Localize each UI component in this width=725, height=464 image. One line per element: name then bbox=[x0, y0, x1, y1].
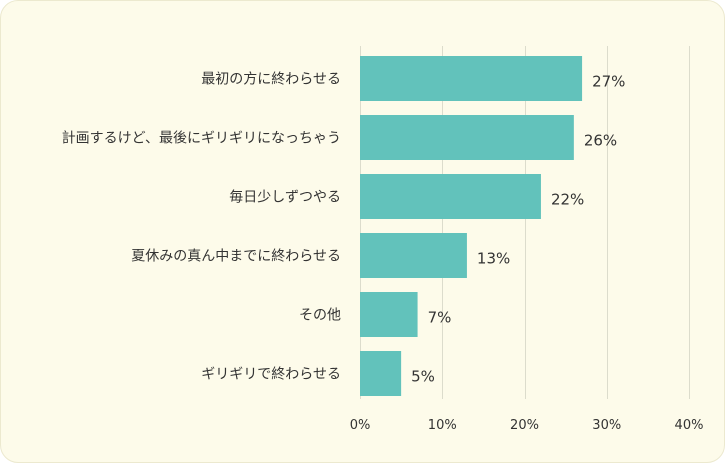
bars bbox=[360, 56, 583, 396]
bar bbox=[360, 174, 541, 219]
bar bbox=[360, 292, 418, 337]
bar bbox=[360, 56, 583, 101]
x-tick-label: 30% bbox=[592, 418, 621, 433]
category-label: ギリギリで終わらせる bbox=[201, 367, 341, 383]
category-label: その他 bbox=[299, 308, 341, 324]
category-label: 最初の方に終わらせる bbox=[201, 71, 341, 88]
category-label: 毎日少しずつやる bbox=[229, 190, 341, 206]
data-label: 13% bbox=[477, 250, 510, 268]
x-tick-label: 0% bbox=[350, 418, 371, 433]
bar bbox=[360, 351, 402, 396]
x-tick-label: 20% bbox=[510, 418, 539, 433]
data-label: 27% bbox=[592, 73, 625, 91]
bar bbox=[360, 233, 467, 278]
data-label: 5% bbox=[411, 368, 435, 386]
data-label: 22% bbox=[551, 191, 584, 209]
labels: 最初の方に終わらせる 27% 計画するけど、最後にギリギリになっちゃう 26% 毎日少し… bbox=[62, 71, 626, 386]
category-label: 夏休みの真ん中までに終わらせる bbox=[131, 249, 341, 265]
x-axis-ticks: 0% 10% 20% 30% 40% bbox=[350, 418, 704, 433]
x-tick-label: 40% bbox=[675, 418, 704, 433]
x-tick-label: 10% bbox=[428, 418, 457, 433]
bar bbox=[360, 115, 574, 160]
category-label: 計画するけど、最後にギリギリになっちゃう bbox=[62, 131, 341, 147]
gridlines bbox=[360, 46, 690, 399]
data-label: 26% bbox=[584, 132, 617, 150]
data-label: 7% bbox=[428, 309, 452, 327]
